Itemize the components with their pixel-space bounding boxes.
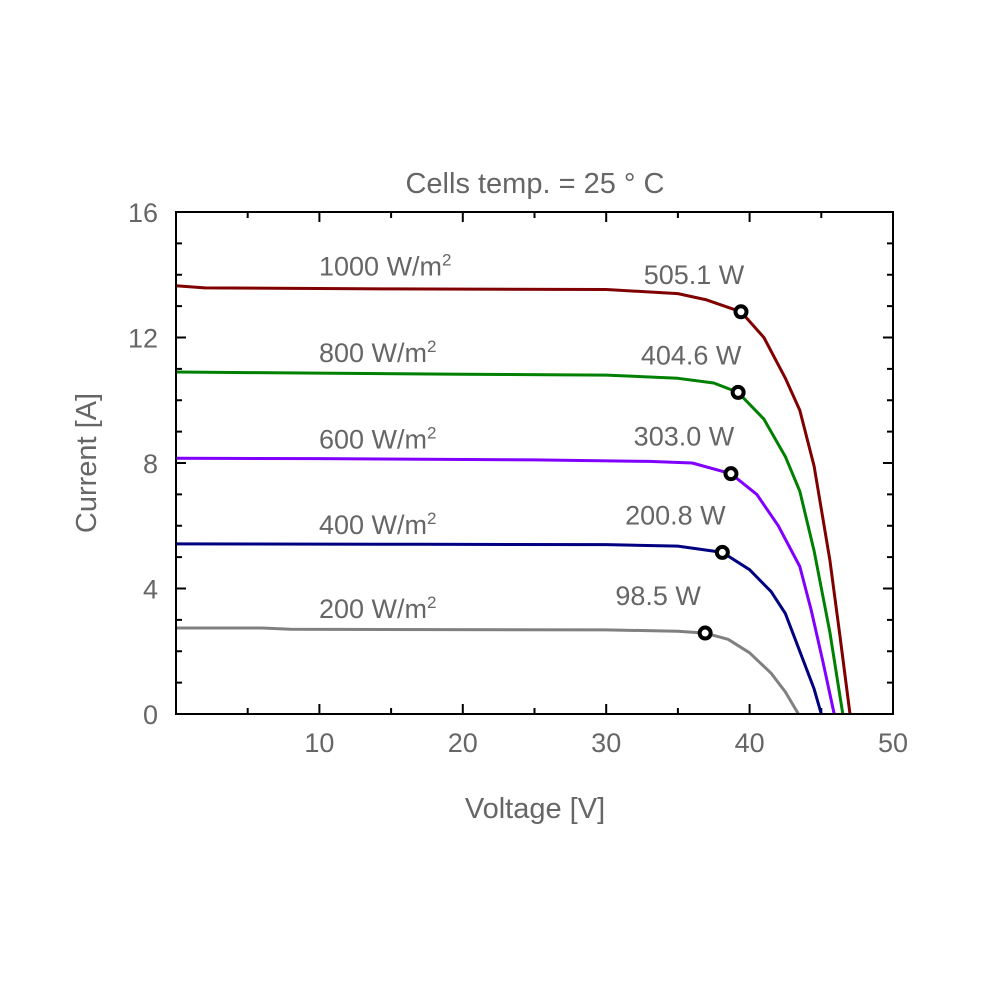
series-line [176, 626, 800, 715]
y-tick-label: 4 [143, 575, 158, 605]
y-tick-label: 0 [143, 700, 158, 730]
x-tick-label: 30 [591, 728, 621, 758]
x-tick-label: 10 [304, 728, 334, 758]
series-label: 600 W/m2 [319, 423, 437, 454]
mpp-marker [723, 466, 739, 482]
mpp-label: 200.8 W [625, 500, 726, 530]
mpp-label: 98.5 W [615, 581, 701, 611]
x-tick-label: 40 [735, 728, 765, 758]
y-axis-label: Current [A] [71, 393, 103, 533]
x-tick-label: 20 [448, 728, 478, 758]
mpp-marker [697, 625, 713, 641]
mpp-label: 505.1 W [644, 260, 745, 290]
y-tick-label: 8 [143, 449, 158, 479]
series-line [175, 284, 852, 715]
mpp-marker [733, 304, 749, 320]
series-label: 800 W/m2 [319, 337, 437, 368]
x-tick-label: 50 [878, 728, 908, 758]
y-tick-label: 16 [128, 198, 158, 228]
mpp-label: 303.0 W [634, 422, 735, 452]
series-label: 1000 W/m2 [319, 251, 452, 282]
plot-frame [175, 211, 894, 715]
mpp-marker [714, 544, 730, 560]
series-label: 200 W/m2 [319, 593, 437, 624]
series-line [175, 542, 823, 715]
x-axis-label: Voltage [V] [465, 793, 605, 825]
series-line [175, 456, 836, 715]
y-tick-label: 12 [128, 324, 158, 354]
mpp-marker [730, 384, 746, 400]
chart-title: Cells temp. = 25 ° C [405, 168, 664, 200]
series-label: 400 W/m2 [319, 509, 437, 540]
mpp-label: 404.6 W [641, 340, 742, 370]
